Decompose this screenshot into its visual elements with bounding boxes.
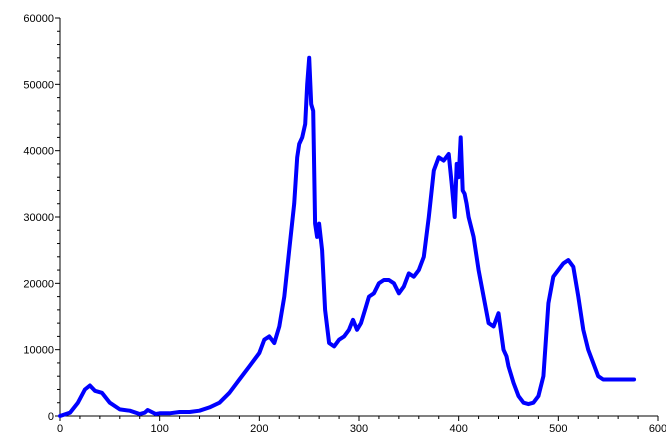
y-tick-label: 50000 <box>23 79 54 91</box>
x-tick-label: 200 <box>250 423 268 434</box>
x-tick-label: 400 <box>449 423 467 434</box>
y-tick-label: 20000 <box>23 278 54 290</box>
x-tick-label: 100 <box>150 423 168 434</box>
x-tick-label: 0 <box>57 423 63 434</box>
series-line <box>58 55 637 418</box>
tick-labels: 0 10000 20000 30000 40000 50000 60000 0 100 200 30… <box>23 13 666 434</box>
x-tick-label: 600 <box>649 423 666 434</box>
y-tick-label: 10000 <box>23 345 54 357</box>
y-tick-label: 60000 <box>23 13 54 25</box>
series-layer <box>58 55 637 418</box>
y-tick-label: 30000 <box>23 212 54 224</box>
y-tick-label: 0 <box>48 411 54 423</box>
y-tick-label: 40000 <box>23 146 54 158</box>
x-tick-label: 500 <box>549 423 567 434</box>
tick-marks <box>55 17 659 421</box>
x-tick-label: 300 <box>350 423 368 434</box>
